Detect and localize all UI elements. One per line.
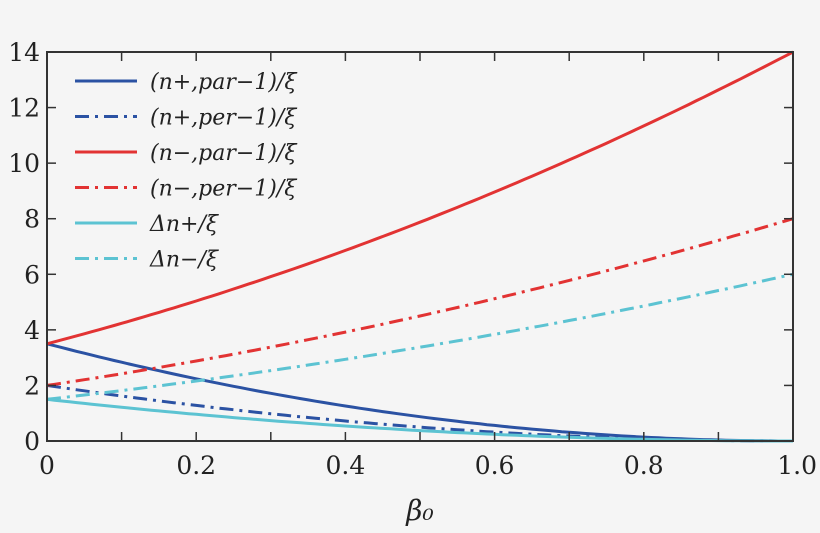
x-axis-label: β₀ [405,494,433,527]
x-tick-label: 0 [39,451,55,480]
legend: (n+,par−1)/ξ (n+,per−1)/ξ (n−,par−1)/ξ (n−,… [75,70,298,273]
y-tick-label: 0 [24,427,40,456]
y-tick-label: 4 [24,316,40,345]
series-line-5 [46,272,794,401]
y-tick-label: 8 [24,205,40,234]
series-line-0 [46,342,793,443]
legend-label: (n−,per−1)/ξ [150,177,298,202]
y-tick-label: 2 [24,371,40,400]
y-tick-label: 14 [8,38,40,67]
y-tick-label: 10 [8,149,40,178]
legend-label: Δn+/ξ [149,212,220,237]
series-line-2 [46,50,794,346]
legend-label: (n+,per−1)/ξ [150,106,298,131]
series-line-1 [46,383,793,443]
x-tick-label: 1.0 [777,451,817,480]
y-tick-label: 6 [24,260,40,289]
series-line-3 [46,217,794,387]
legend-label: (n−,par−1)/ξ [150,141,298,166]
legend-label: (n+,par−1)/ξ [150,70,298,95]
y-tick-label: 12 [8,94,40,123]
x-tick-label: 0.8 [624,451,664,480]
x-tick-label: 0.4 [326,451,366,480]
axis-ticks: 0 0.2 0.4 0.6 0.8 1.0 0 2 4 6 8 10 12 14 [8,38,817,480]
x-tick-label: 0.2 [176,451,216,480]
series-line-4 [46,397,793,443]
x-tick-label: 0.6 [475,451,515,480]
legend-label: Δn−/ξ [149,248,220,273]
series-lines [46,50,794,443]
